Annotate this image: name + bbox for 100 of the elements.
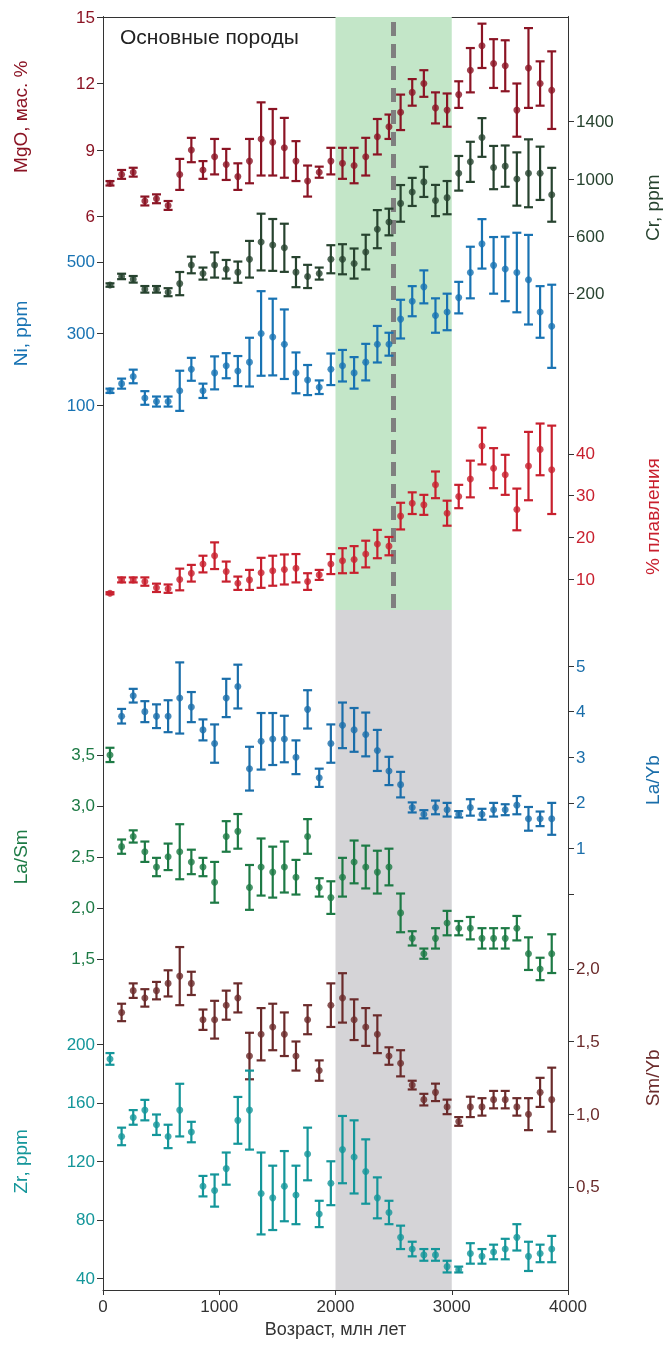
point bbox=[466, 1249, 474, 1257]
point bbox=[478, 934, 486, 942]
point bbox=[443, 1103, 451, 1111]
point bbox=[129, 987, 137, 995]
point bbox=[478, 42, 486, 50]
point bbox=[338, 873, 346, 881]
y-axis-title: Zr, ppm bbox=[9, 1129, 31, 1194]
point bbox=[118, 712, 126, 720]
point bbox=[548, 1245, 556, 1253]
y-tick-label: 100 bbox=[66, 395, 95, 415]
point bbox=[257, 329, 265, 337]
y-tick-label: 6 bbox=[85, 207, 95, 227]
point bbox=[501, 62, 509, 70]
y2-tick-label: 10 bbox=[576, 569, 595, 589]
y2-tick-label: 200 bbox=[576, 284, 605, 304]
x-tick-label: 1000 bbox=[200, 1297, 239, 1316]
point bbox=[397, 315, 405, 323]
point bbox=[513, 801, 521, 809]
point bbox=[350, 555, 358, 563]
y2-tick-label: 1,5 bbox=[576, 1032, 600, 1051]
point bbox=[245, 765, 253, 773]
point bbox=[501, 1096, 509, 1104]
point bbox=[501, 471, 509, 479]
point bbox=[490, 1096, 498, 1104]
point bbox=[338, 721, 346, 729]
point bbox=[152, 712, 160, 720]
point bbox=[141, 848, 149, 856]
y2-tick-label: 3 bbox=[576, 747, 586, 767]
annotation: Основные породы bbox=[120, 25, 299, 48]
point bbox=[327, 740, 335, 748]
point bbox=[234, 173, 242, 181]
point bbox=[141, 708, 149, 716]
point bbox=[280, 1182, 288, 1190]
point bbox=[536, 1249, 544, 1257]
point bbox=[327, 157, 335, 165]
point bbox=[397, 108, 405, 116]
point bbox=[118, 1008, 126, 1016]
point bbox=[350, 1016, 358, 1024]
point bbox=[222, 1001, 230, 1009]
point bbox=[536, 169, 544, 177]
point bbox=[362, 153, 370, 161]
point bbox=[513, 269, 521, 277]
y-tick-label: 160 bbox=[66, 1093, 95, 1113]
point bbox=[501, 934, 509, 942]
point bbox=[420, 80, 428, 88]
point bbox=[536, 445, 544, 453]
point bbox=[350, 726, 358, 734]
point bbox=[373, 1030, 381, 1038]
point bbox=[350, 260, 358, 268]
y-tick-label: 300 bbox=[66, 323, 95, 343]
point bbox=[280, 1030, 288, 1038]
point bbox=[490, 1248, 498, 1256]
point bbox=[199, 1016, 207, 1024]
point bbox=[466, 158, 474, 166]
point bbox=[187, 703, 195, 711]
point bbox=[338, 159, 346, 167]
y2-tick-label: 0,5 bbox=[576, 1177, 600, 1197]
point bbox=[304, 272, 312, 280]
y2-tick-label: 1,0 bbox=[576, 1104, 600, 1124]
point bbox=[548, 950, 556, 958]
point bbox=[397, 909, 405, 917]
point bbox=[338, 1146, 346, 1154]
y-tick-label: 200 bbox=[66, 1034, 95, 1054]
point bbox=[548, 86, 556, 94]
y2-axis-title: Cr, ppm bbox=[641, 174, 663, 241]
point bbox=[257, 1030, 265, 1038]
point bbox=[524, 815, 532, 823]
point bbox=[234, 683, 242, 691]
point bbox=[397, 512, 405, 520]
point bbox=[490, 806, 498, 814]
point bbox=[269, 333, 277, 341]
point bbox=[338, 994, 346, 1002]
point bbox=[350, 369, 358, 377]
point bbox=[187, 1128, 195, 1136]
point bbox=[211, 878, 219, 886]
y-tick-label: 80 bbox=[76, 1210, 95, 1230]
point bbox=[245, 1052, 253, 1060]
point bbox=[338, 255, 346, 263]
point bbox=[466, 924, 474, 932]
y-tick-label: 2,0 bbox=[71, 898, 95, 918]
point bbox=[176, 170, 184, 178]
point bbox=[373, 868, 381, 876]
y2-tick-label: 20 bbox=[576, 527, 595, 547]
point bbox=[211, 552, 219, 560]
point bbox=[234, 268, 242, 276]
point bbox=[304, 578, 312, 586]
point bbox=[129, 692, 137, 700]
point bbox=[466, 803, 474, 811]
point bbox=[327, 255, 335, 263]
y2-tick-label: 1400 bbox=[576, 112, 614, 132]
point bbox=[164, 712, 172, 720]
point bbox=[373, 1194, 381, 1202]
point bbox=[152, 1121, 160, 1129]
point bbox=[490, 164, 498, 172]
y-tick-label: 120 bbox=[66, 1151, 95, 1171]
point bbox=[304, 1150, 312, 1158]
point bbox=[548, 191, 556, 199]
point bbox=[455, 294, 463, 302]
point bbox=[141, 994, 149, 1002]
point bbox=[222, 362, 230, 370]
